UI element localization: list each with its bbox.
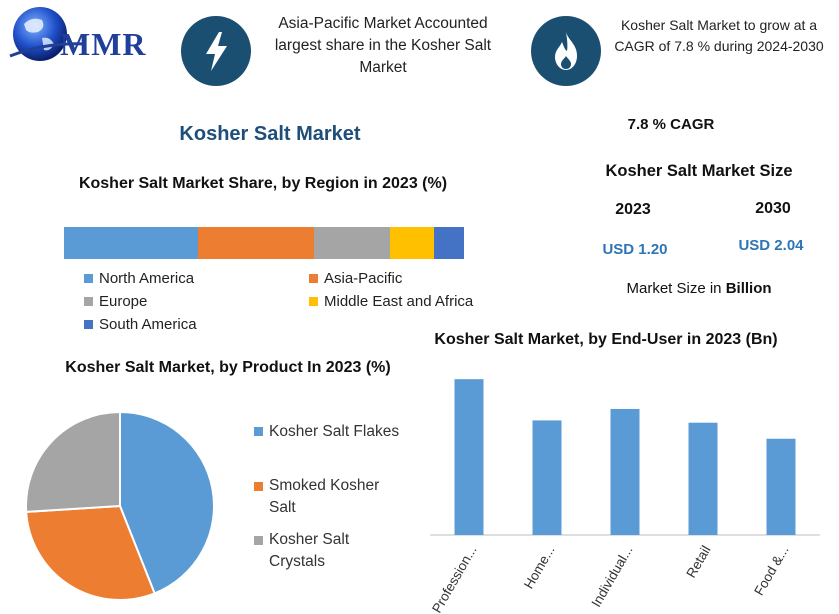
legend-swatch <box>254 427 263 437</box>
legend-swatch <box>309 297 318 306</box>
highlight-badge-1 <box>181 16 251 86</box>
legend-item-south-america: South America <box>84 316 197 333</box>
legend-label: Asia-Pacific <box>324 270 403 287</box>
note-prefix: Market Size in <box>626 280 726 297</box>
legend-label: Smoked Kosher Salt <box>269 477 380 516</box>
x-tick-label: Profession... <box>429 543 480 614</box>
market-size-note: Market Size in Billion <box>590 280 808 297</box>
legend-swatch <box>84 297 93 306</box>
pie-legend-item-crystals: Kosher Salt Crystals <box>254 529 379 573</box>
enduser-bar <box>688 422 718 535</box>
flame-icon <box>555 32 577 70</box>
enduser-bar <box>766 438 796 535</box>
legend-label: Middle East and Africa <box>324 293 474 310</box>
note-unit: Billion <box>725 280 772 297</box>
year-2023: 2023 <box>615 201 651 218</box>
lightning-icon <box>206 32 227 71</box>
x-tick-label: Food &... <box>751 543 791 598</box>
page-title: Kosher Salt Market <box>179 123 361 145</box>
pie-legend-item-flakes: Kosher Salt Flakes <box>254 421 399 443</box>
legend-swatch <box>254 482 263 491</box>
legend-item-asia-pacific: Asia-Pacific <box>309 270 402 287</box>
legend-label: North America <box>99 270 195 287</box>
pie-legend-item-smoked: Smoked Kosher Salt <box>254 475 399 519</box>
legend-swatch <box>84 274 93 283</box>
legend-label: Europe <box>99 293 148 310</box>
pie-slice-kosher-salt-crystals <box>25 410 121 513</box>
mmr-logo <box>6 4 166 74</box>
region-chart-title: Kosher Salt Market Share, by Region in 2… <box>78 175 448 192</box>
market-size-title: Kosher Salt Market Size <box>605 162 793 180</box>
product-chart-title: Kosher Salt Market, by Product In 2023 (… <box>65 359 391 376</box>
legend-swatch <box>84 320 93 329</box>
year-2030: 2030 <box>755 200 791 217</box>
value-2023: USD 1.20 <box>602 241 668 258</box>
legend-label: South America <box>99 316 197 333</box>
value-2030: USD 2.04 <box>738 237 804 254</box>
legend-swatch <box>309 274 318 283</box>
enduser-bar-chart: Profession... Home... Individual... Retail F… <box>429 379 820 614</box>
legend-swatch <box>254 536 263 545</box>
enduser-bar <box>454 379 484 535</box>
enduser-bar <box>610 408 640 535</box>
region-bar-segment-middle-east-and-africa <box>390 227 434 259</box>
legend-item-north-america: North America <box>84 270 194 287</box>
highlight-text-2: Kosher Salt Market to grow at a CAGR of … <box>614 17 824 54</box>
region-bar-segment-europe <box>314 227 390 259</box>
region-bar-segment-asia-pacific <box>198 227 314 259</box>
logo-text: MMR <box>60 26 147 62</box>
x-tick-label: Retail <box>683 543 713 580</box>
highlight-badge-2 <box>531 16 601 86</box>
pie-slice-smoked-kosher-salt <box>25 504 156 601</box>
x-tick-label: Individual... <box>588 543 635 610</box>
highlight-text-1: Asia-Pacific Market Accounted largest sh… <box>274 15 492 76</box>
pie-slice-kosher-salt-flakes <box>119 410 215 595</box>
globe-icon <box>9 7 87 61</box>
legend-item-mea: Middle East and Africa <box>309 293 473 310</box>
region-bar-segment-north-america <box>64 227 198 259</box>
cagr-label: 7.8 % CAGR <box>627 116 715 133</box>
region-bar-segment-south-america <box>434 227 464 259</box>
enduser-bar <box>532 420 562 535</box>
legend-item-europe: Europe <box>84 293 147 310</box>
enduser-chart-title: Kosher Salt Market, by End-User in 2023 … <box>434 331 778 348</box>
legend-label: Kosher Salt Flakes <box>269 423 400 440</box>
legend-label: Kosher Salt Crystals <box>269 531 350 570</box>
region-stacked-bar <box>64 227 464 259</box>
x-tick-label: Home... <box>521 543 558 591</box>
product-pie-chart <box>25 410 215 601</box>
